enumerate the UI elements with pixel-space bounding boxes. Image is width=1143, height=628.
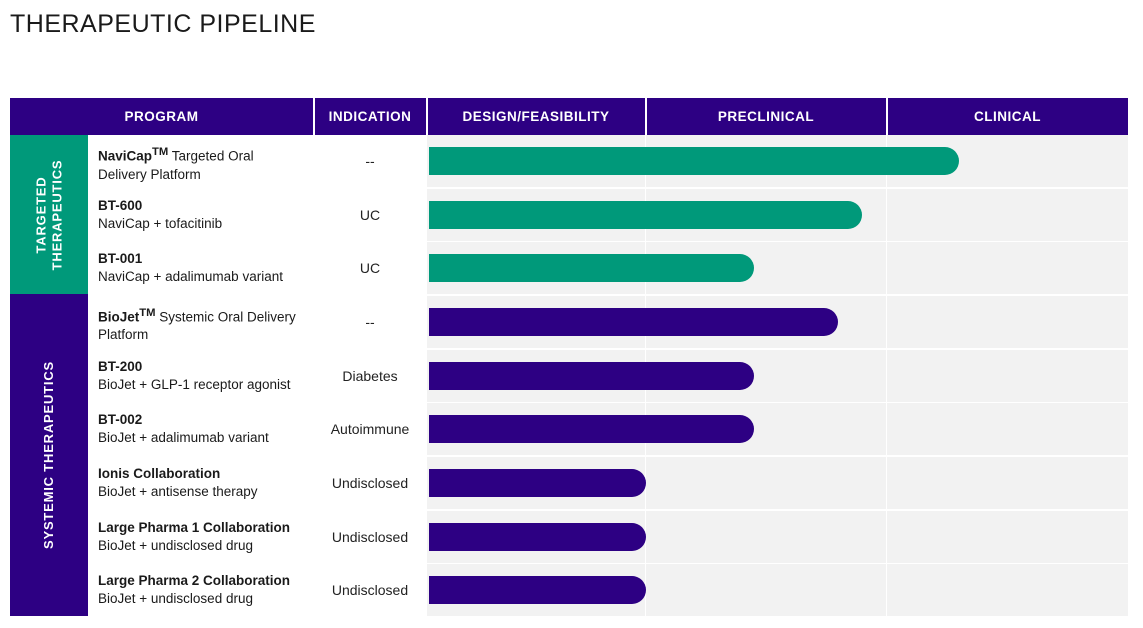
stage-cell — [887, 188, 1128, 241]
progress-bar — [429, 361, 754, 390]
program-cell: BT-200 BioJet + GLP-1 receptor agonist — [88, 349, 313, 402]
group-label: TARGETED THERAPEUTICS — [33, 159, 65, 270]
program-desc: BioJet + undisclosed drug — [98, 537, 253, 553]
indication-cell: Undisclosed — [314, 456, 426, 509]
progress-bar — [429, 576, 646, 605]
program-desc: BioJet + antisense therapy — [98, 483, 258, 499]
program-title-line: BT-200 — [98, 358, 313, 376]
indication-cell: Autoimmune — [314, 403, 426, 456]
program-desc: NaviCap + adalimumab variant — [98, 269, 283, 285]
program-name: BT-002 — [98, 412, 143, 428]
group-systemic-therapeutics: SYSTEMIC THERAPEUTICS — [10, 294, 88, 616]
progress-bar — [429, 147, 960, 175]
group-label-line: SYSTEMIC THERAPEUTICS — [41, 361, 57, 549]
stage-cell — [646, 510, 886, 563]
program-desc: NaviCap + tofacitinib — [98, 215, 223, 231]
program-title-line: NaviCapTM Targeted Oral — [98, 143, 313, 166]
program-cell: Large Pharma 1 Collaboration BioJet + und… — [88, 510, 313, 563]
progress-bar — [429, 307, 838, 336]
indication-cell: -- — [314, 135, 426, 187]
indication-cell: Undisclosed — [314, 510, 426, 563]
header-program: PROGRAM — [124, 109, 199, 124]
header-divider — [886, 98, 888, 135]
program-name: Large Pharma 1 Collaboration — [98, 519, 291, 535]
trademark-mark: TM — [139, 306, 156, 319]
program-title-line: BT-600 — [98, 197, 313, 215]
stage-cell — [646, 564, 886, 617]
program-name: BT-200 — [98, 358, 143, 374]
program-name: BT-001 — [98, 251, 143, 267]
group-label-line: THERAPEUTICS — [49, 159, 64, 270]
group-targeted-therapeutics: TARGETED THERAPEUTICS — [10, 135, 88, 294]
header-divider — [645, 98, 647, 135]
program-desc: BioJet + undisclosed drug — [98, 591, 253, 607]
header-divider — [313, 98, 315, 135]
pipeline-body: TARGETED THERAPEUTICS SYSTEMIC THERAPEUT… — [10, 135, 1128, 617]
program-row: BT-002 BioJet + adalimumab variant Autoimm… — [88, 403, 1128, 456]
program-cell: BT-002 BioJet + adalimumab variant — [88, 403, 313, 456]
program-title-line: Large Pharma 1 Collaboration — [98, 519, 313, 537]
stage-cell — [887, 242, 1128, 295]
header-preclinical: PRECLINICAL — [717, 109, 815, 124]
pipeline-chart: PROGRAM INDICATION DESIGN/FEASIBILITY PR… — [10, 98, 1128, 617]
trademark-mark: TM — [152, 146, 169, 158]
progress-bar — [429, 468, 646, 497]
stage-cell — [887, 403, 1128, 456]
program-row: NaviCapTM Targeted Oral Delivery Platform… — [88, 135, 1128, 187]
program-row: BioJetTM Systemic Oral Delivery Platform -… — [88, 295, 1128, 348]
program-cell: Large Pharma 2 Collaboration BioJet + und… — [88, 564, 313, 617]
program-desc: BioJet + GLP-1 receptor agonist — [98, 376, 291, 392]
progress-bar — [429, 200, 862, 229]
program-name: Large Pharma 2 Collaboration — [98, 573, 291, 589]
progress-bar — [429, 522, 646, 551]
page-title: THERAPEUTIC PIPELINE — [10, 10, 316, 38]
program-row: BT-001 NaviCap + adalimumab variant UC — [88, 242, 1128, 295]
program-row: BT-600 NaviCap + tofacitinib UC — [88, 188, 1128, 241]
program-row: Large Pharma 1 Collaboration BioJet + und… — [88, 510, 1128, 563]
program-cell: NaviCapTM Targeted Oral Delivery Platform — [88, 135, 313, 187]
stage-cell — [887, 295, 1128, 348]
program-title-line: BioJetTM Systemic Oral Delivery — [98, 304, 313, 327]
program-desc: Delivery Platform — [98, 166, 201, 182]
program-row: Large Pharma 2 Collaboration BioJet + und… — [88, 564, 1128, 617]
program-title-line: Large Pharma 2 Collaboration — [98, 572, 313, 590]
program-cell: BT-001 NaviCap + adalimumab variant — [88, 242, 313, 295]
program-name: BioJet — [98, 309, 140, 325]
stage-cell — [887, 564, 1128, 617]
program-row: BT-200 BioJet + GLP-1 receptor agonist Dia… — [88, 349, 1128, 402]
progress-bar — [429, 254, 754, 283]
progress-bar — [429, 415, 754, 444]
program-row: Ionis Collaboration BioJet + antisense th… — [88, 456, 1128, 509]
header-row: PROGRAM INDICATION DESIGN/FEASIBILITY PR… — [10, 98, 1128, 135]
stage-cell — [887, 349, 1128, 402]
stage-cell — [887, 510, 1128, 563]
indication-cell: Diabetes — [314, 349, 426, 402]
program-desc-inline: Targeted Oral — [168, 148, 254, 164]
program-desc: BioJet + adalimumab variant — [98, 430, 269, 446]
indication-cell: -- — [314, 295, 426, 348]
program-desc: Platform — [98, 327, 149, 343]
program-name: BT-600 — [98, 197, 143, 213]
indication-cell: UC — [314, 188, 426, 241]
program-title-line: BT-001 — [98, 250, 313, 268]
header-indication: INDICATION — [328, 109, 412, 124]
indication-cell: Undisclosed — [314, 564, 426, 617]
group-label: SYSTEMIC THERAPEUTICS — [41, 361, 57, 549]
header-design-feasibility: DESIGN/FEASIBILITY — [462, 109, 610, 124]
stage-cell — [887, 456, 1128, 509]
program-cell: BT-600 NaviCap + tofacitinib — [88, 188, 313, 241]
program-name: NaviCap — [98, 148, 153, 164]
header-divider — [426, 98, 428, 135]
header-clinical: CLINICAL — [974, 109, 1041, 124]
program-title-line: BT-002 — [98, 411, 313, 429]
program-desc-inline: Systemic Oral Delivery — [155, 309, 296, 325]
program-cell: Ionis Collaboration BioJet + antisense th… — [88, 456, 313, 509]
indication-cell: UC — [314, 242, 426, 295]
program-cell: BioJetTM Systemic Oral Delivery Platform — [88, 295, 313, 348]
stage-cell — [646, 456, 886, 509]
program-title-line: Ionis Collaboration — [98, 465, 313, 483]
group-label-line: TARGETED — [33, 176, 48, 253]
program-name: Ionis Collaboration — [98, 465, 221, 481]
